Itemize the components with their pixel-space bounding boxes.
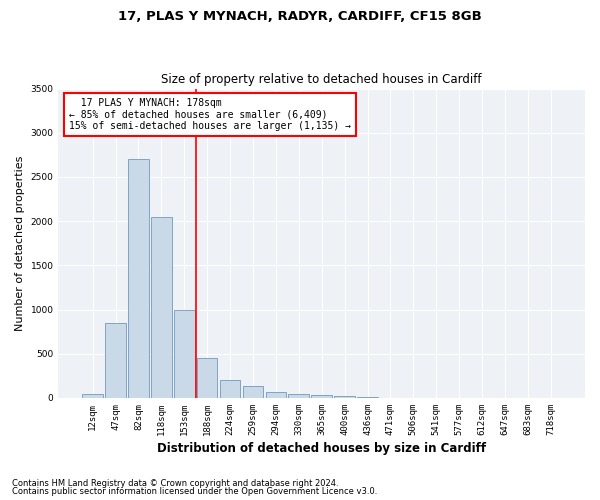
Bar (128, 160, 149, 398)
Bar (357, 397, 378, 398)
Text: Contains HM Land Registry data © Crown copyright and database right 2024.: Contains HM Land Registry data © Crown c… (12, 478, 338, 488)
Text: 17, PLAS Y MYNACH, RADYR, CARDIFF, CF15 8GB: 17, PLAS Y MYNACH, RADYR, CARDIFF, CF15 … (118, 10, 482, 23)
Bar (289, 394, 309, 398)
X-axis label: Distribution of detached houses by size in Cardiff: Distribution of detached houses by size … (157, 442, 486, 455)
Bar (151, 216, 172, 398)
Title: Size of property relative to detached houses in Cardiff: Size of property relative to detached ho… (161, 73, 482, 86)
Text: Contains public sector information licensed under the Open Government Licence v3: Contains public sector information licen… (12, 487, 377, 496)
Text: 17 PLAS Y MYNACH: 178sqm  
← 85% of detached houses are smaller (6,409)
15% of s: 17 PLAS Y MYNACH: 178sqm ← 85% of detach… (69, 98, 351, 131)
Y-axis label: Number of detached properties: Number of detached properties (15, 156, 25, 331)
Bar (266, 392, 286, 398)
Bar (242, 386, 263, 398)
Bar (311, 396, 332, 398)
Bar (82, 394, 103, 398)
Bar (105, 323, 126, 398)
Bar (334, 396, 355, 398)
Bar (174, 310, 194, 398)
Bar (220, 380, 241, 398)
Bar (197, 358, 217, 398)
